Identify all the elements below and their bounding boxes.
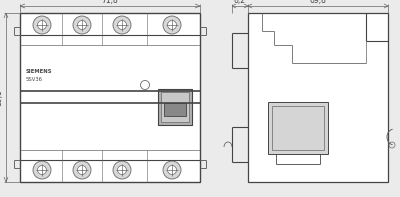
Circle shape <box>33 161 51 179</box>
Circle shape <box>113 16 131 34</box>
Bar <box>158 89 192 125</box>
Circle shape <box>118 165 126 175</box>
Circle shape <box>168 165 176 175</box>
Circle shape <box>163 16 181 34</box>
Text: 71,8: 71,8 <box>102 0 118 5</box>
Circle shape <box>33 16 51 34</box>
Circle shape <box>78 165 86 175</box>
Circle shape <box>73 16 91 34</box>
Text: 89,8: 89,8 <box>0 89 4 106</box>
Bar <box>164 103 186 116</box>
Text: SIEMENS: SIEMENS <box>26 69 52 74</box>
Circle shape <box>38 20 46 30</box>
Text: 6,2: 6,2 <box>234 0 246 5</box>
Bar <box>161 92 189 122</box>
Circle shape <box>168 20 176 30</box>
Bar <box>268 102 328 154</box>
Bar <box>272 106 324 150</box>
Circle shape <box>113 161 131 179</box>
Circle shape <box>163 161 181 179</box>
Bar <box>248 13 388 182</box>
Circle shape <box>78 20 86 30</box>
Text: 5SV36: 5SV36 <box>26 77 43 82</box>
Circle shape <box>140 81 150 89</box>
Bar <box>20 13 200 182</box>
Text: 69,8: 69,8 <box>310 0 326 5</box>
Circle shape <box>118 20 126 30</box>
Circle shape <box>38 165 46 175</box>
Circle shape <box>73 161 91 179</box>
